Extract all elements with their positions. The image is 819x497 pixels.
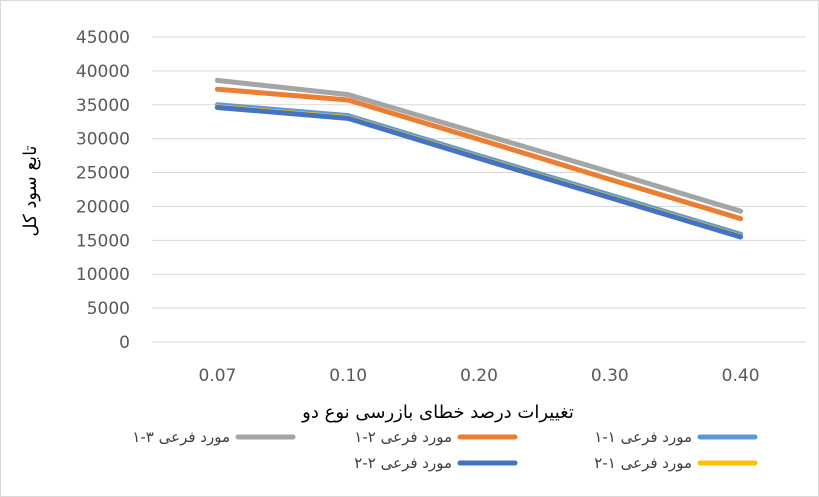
y-tick-label: 45000 xyxy=(76,28,130,48)
y-tick-label: 35000 xyxy=(76,96,130,116)
x-tick-label: 0.30 xyxy=(591,366,629,386)
y-tick-label: 0 xyxy=(119,333,130,353)
legend-label: مورد فرعی ۳-۱ xyxy=(132,428,230,446)
legend-label: مورد فرعی ۲-۲ xyxy=(354,454,452,472)
gridlines xyxy=(152,36,806,343)
legend-item: مورد فرعی ۲-۱ xyxy=(354,428,518,446)
y-tick-label: 20000 xyxy=(76,197,130,217)
y-tick-label: 25000 xyxy=(76,164,130,184)
legend-label: مورد فرعی ۱-۱ xyxy=(594,428,692,446)
legend-item: مورد فرعی ۲-۲ xyxy=(354,454,518,472)
series-line-2 xyxy=(214,86,744,222)
legend-item: مورد فرعی ۳-۱ xyxy=(132,428,296,446)
x-tick-label: 0.40 xyxy=(722,366,760,386)
series-line-5 xyxy=(214,104,744,240)
y-tick-label: 5000 xyxy=(87,299,130,319)
legend: مورد فرعی ۱-۱ مورد فرعی ۲-۱ مورد فرعی ۳-۱ م… xyxy=(132,428,758,472)
y-tick-label: 40000 xyxy=(76,62,130,82)
x-tick-label: 0.10 xyxy=(329,366,367,386)
x-tick-label: 0.20 xyxy=(460,366,498,386)
y-axis-ticks: 0 5000 10000 15000 20000 25000 30000 35000 40000… xyxy=(76,28,130,353)
y-tick-label: 30000 xyxy=(76,130,130,150)
legend-item: مورد فرعی ۱-۲ xyxy=(594,454,758,472)
y-axis-title: تابع سود کل xyxy=(20,145,41,236)
x-tick-label: 0.07 xyxy=(198,366,236,386)
y-tick-label: 10000 xyxy=(76,265,130,285)
legend-label: مورد فرعی ۲-۱ xyxy=(354,428,452,446)
series-lines xyxy=(214,77,744,240)
legend-label: مورد فرعی ۱-۲ xyxy=(594,454,692,472)
series-line-3 xyxy=(214,77,744,214)
x-axis-title: تغییرات درصد خطای بازرسی نوع دو xyxy=(301,402,574,423)
y-tick-label: 15000 xyxy=(76,231,130,251)
series-line-4 xyxy=(214,104,744,239)
x-axis-ticks: 0.07 0.10 0.20 0.30 0.40 xyxy=(198,366,759,386)
legend-item: مورد فرعی ۱-۱ xyxy=(594,428,758,446)
